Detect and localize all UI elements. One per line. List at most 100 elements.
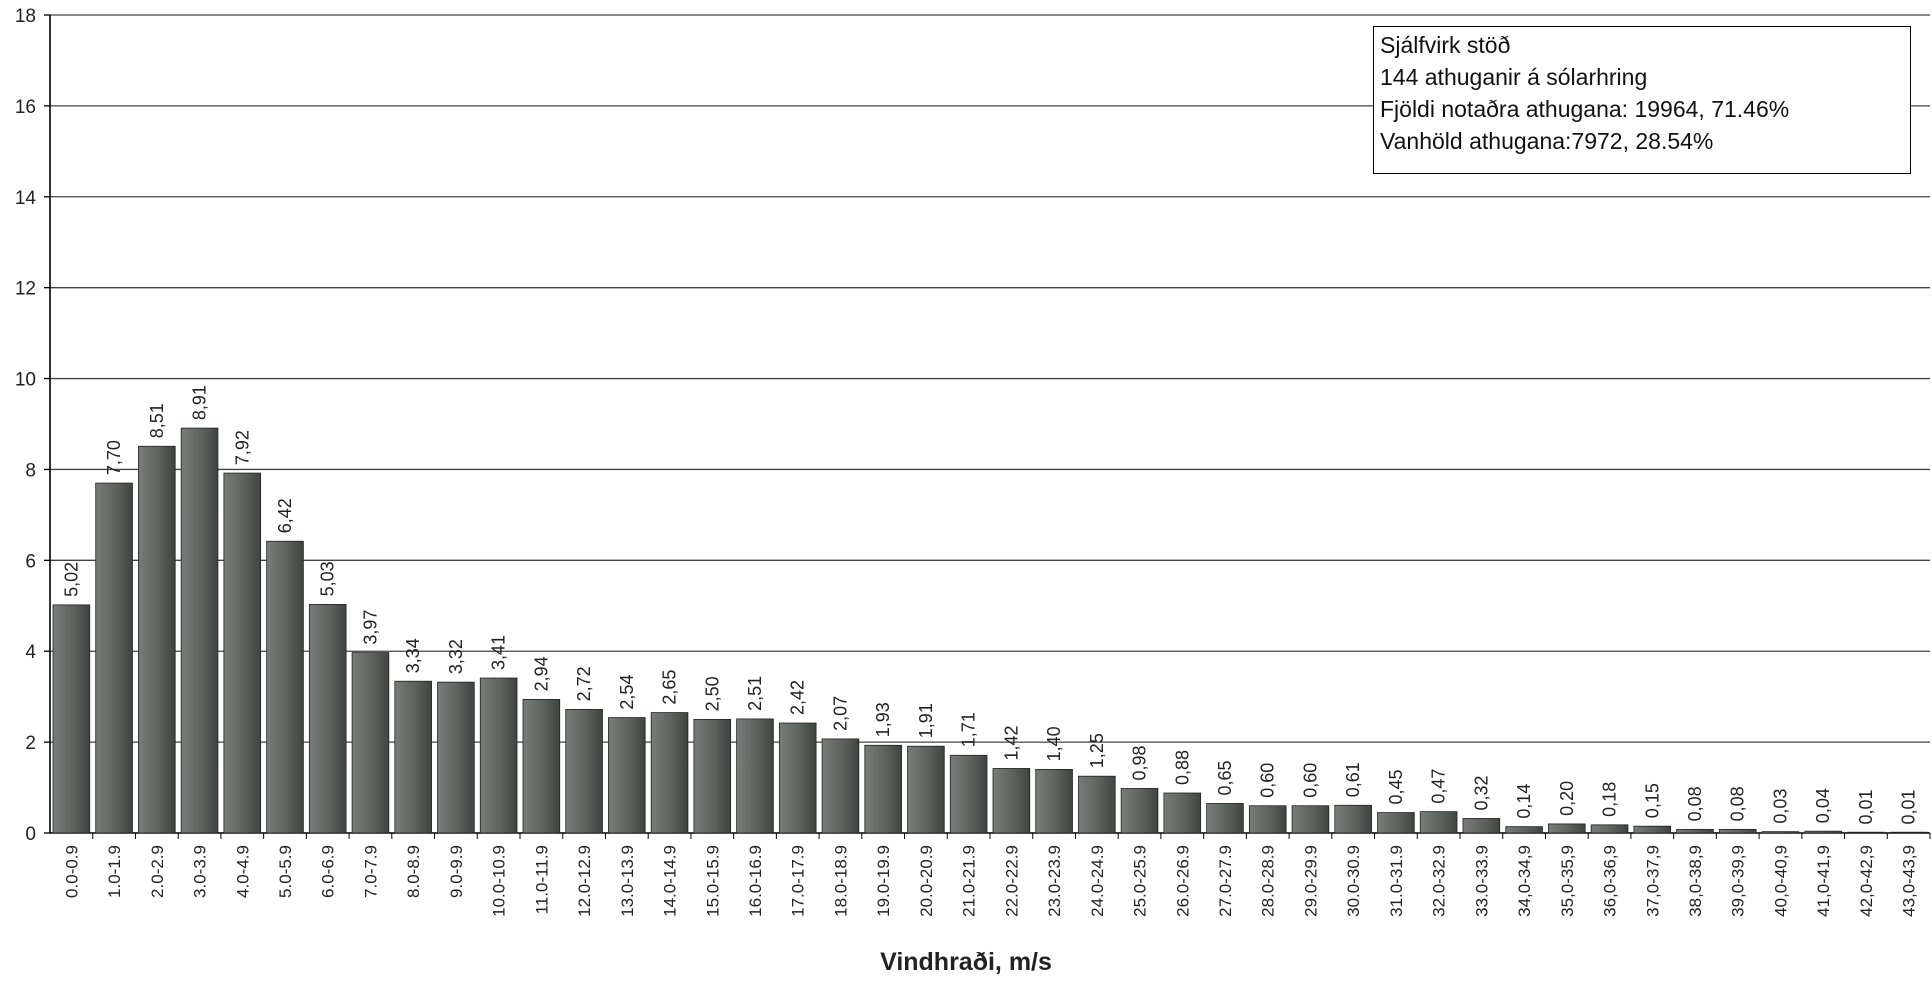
y-tick-label: 4 bbox=[25, 642, 36, 663]
x-tick-label: 39,0-39,9 bbox=[1729, 845, 1748, 917]
bar bbox=[1419, 811, 1458, 834]
x-tick-label: 13.0-13.9 bbox=[618, 845, 637, 917]
data-label: 0,01 bbox=[1899, 789, 1919, 824]
bar bbox=[650, 712, 689, 834]
bar bbox=[949, 754, 988, 834]
x-tick-label: 27.0-27.9 bbox=[1216, 845, 1235, 917]
y-tick-label: 0 bbox=[25, 824, 36, 845]
bar bbox=[1847, 831, 1885, 834]
bar bbox=[1035, 768, 1073, 834]
x-tick-label: 8.0-8.9 bbox=[404, 845, 423, 898]
data-label: 0,61 bbox=[1343, 762, 1363, 797]
x-tick-label: 9.0-9.9 bbox=[447, 845, 466, 898]
x-tick-label: 15.0-15.9 bbox=[703, 845, 722, 917]
data-label: 0,01 bbox=[1856, 789, 1876, 824]
y-tick-label: 16 bbox=[15, 97, 36, 118]
x-tick-label: 22.0-22.9 bbox=[1002, 845, 1021, 917]
bar bbox=[479, 677, 518, 834]
bar bbox=[180, 427, 219, 834]
bar bbox=[1676, 828, 1714, 834]
data-label: 0,04 bbox=[1813, 788, 1833, 823]
data-label: 3,97 bbox=[360, 610, 380, 645]
bar bbox=[394, 680, 432, 834]
data-label: 1,93 bbox=[873, 702, 893, 737]
data-label: 2,65 bbox=[660, 670, 680, 705]
y-tick-label: 10 bbox=[15, 370, 36, 391]
bar bbox=[608, 717, 646, 834]
bar bbox=[223, 472, 262, 834]
x-tick-label: 37,0-37,9 bbox=[1643, 845, 1662, 917]
data-label: 2,50 bbox=[702, 676, 722, 711]
data-label: 0,60 bbox=[1258, 763, 1278, 798]
bar bbox=[1206, 803, 1244, 834]
data-label: 2,72 bbox=[574, 666, 594, 701]
bar bbox=[565, 708, 603, 834]
data-label: 0,14 bbox=[1514, 784, 1534, 819]
y-tick-label: 2 bbox=[25, 733, 36, 754]
data-label: 0,47 bbox=[1429, 769, 1449, 804]
x-tick-label: 28.0-28.9 bbox=[1259, 845, 1278, 917]
info-line-missing: Vanhöld athugana:7972, 28.54% bbox=[1380, 128, 1714, 154]
data-label: 0,88 bbox=[1172, 750, 1192, 785]
x-tick-label: 20.0-20.9 bbox=[917, 845, 936, 917]
bar bbox=[1590, 824, 1629, 834]
x-tick-label: 0.0-0.9 bbox=[62, 845, 81, 898]
data-label: 0,32 bbox=[1471, 775, 1491, 810]
data-label: 1,25 bbox=[1087, 733, 1107, 768]
x-tick-label: 42,0-42,9 bbox=[1857, 845, 1876, 917]
data-label: 3,41 bbox=[489, 635, 509, 670]
data-label: 0,03 bbox=[1770, 789, 1790, 824]
x-tick-label: 21.0-21.9 bbox=[960, 845, 979, 917]
x-tick-label: 2.0-2.9 bbox=[148, 845, 167, 898]
bar bbox=[95, 482, 133, 834]
bar bbox=[138, 445, 176, 834]
x-tick-label: 6.0-6.9 bbox=[319, 845, 338, 898]
data-label: 0,60 bbox=[1300, 763, 1320, 798]
bar bbox=[1163, 792, 1202, 834]
x-tick-label: 36,0-36,9 bbox=[1601, 845, 1620, 917]
data-label: 1,42 bbox=[1001, 725, 1021, 760]
info-line-used: Fjöldi notaðra athugana: 19964, 71.46% bbox=[1380, 96, 1790, 122]
data-label: 0,45 bbox=[1386, 770, 1406, 805]
data-label: 7,70 bbox=[104, 440, 124, 475]
bar bbox=[1633, 825, 1672, 834]
x-tick-label: 16.0-16.9 bbox=[746, 845, 765, 917]
info-line-observations: 144 athuganir á sólarhring bbox=[1380, 64, 1648, 90]
bar bbox=[1889, 831, 1928, 834]
data-label: 5,02 bbox=[61, 562, 81, 597]
bar bbox=[1248, 805, 1287, 834]
x-tick-label: 7.0-7.9 bbox=[361, 845, 380, 898]
data-label: 0,65 bbox=[1215, 760, 1235, 795]
x-tick-label: 17.0-17.9 bbox=[789, 845, 808, 917]
x-tick-label: 3.0-3.9 bbox=[191, 845, 210, 898]
x-tick-label: 5.0-5.9 bbox=[276, 845, 295, 898]
data-label: 2,94 bbox=[531, 656, 551, 691]
data-label: 8,91 bbox=[190, 385, 210, 420]
data-label: 1,71 bbox=[959, 712, 979, 747]
y-tick-label: 6 bbox=[25, 551, 36, 572]
y-tick-label: 12 bbox=[15, 279, 36, 300]
bar bbox=[864, 744, 902, 834]
bar bbox=[1120, 788, 1159, 834]
x-tick-label: 33.0-33.9 bbox=[1472, 845, 1491, 917]
x-tick-label: 26.0-26.9 bbox=[1173, 845, 1192, 917]
bar bbox=[736, 718, 774, 834]
bar bbox=[351, 652, 390, 834]
bar bbox=[1804, 830, 1842, 834]
data-label: 1,91 bbox=[916, 703, 936, 738]
data-label: 0,15 bbox=[1642, 783, 1662, 818]
bar bbox=[1462, 818, 1501, 834]
x-tick-label: 4.0-4.9 bbox=[233, 845, 252, 898]
bar bbox=[1718, 828, 1757, 834]
x-tick-label: 24.0-24.9 bbox=[1088, 845, 1107, 917]
info-box: Sjálfvirk stöð 144 athuganir á sólarhrin… bbox=[1373, 26, 1911, 174]
x-tick-label: 38,0-38,9 bbox=[1686, 845, 1705, 917]
x-tick-label: 18.0-18.9 bbox=[831, 845, 850, 917]
bar bbox=[821, 738, 860, 834]
bar bbox=[693, 718, 732, 834]
data-label: 7,92 bbox=[232, 430, 252, 465]
data-label: 2,07 bbox=[830, 696, 850, 731]
bar bbox=[778, 722, 817, 834]
bar bbox=[522, 698, 561, 834]
